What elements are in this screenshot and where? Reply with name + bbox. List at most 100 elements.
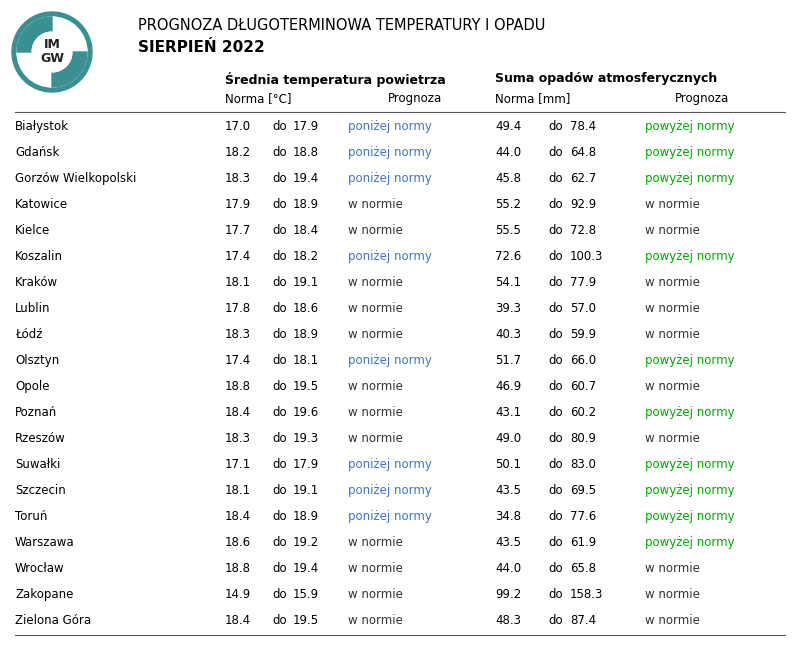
Text: 19.5: 19.5 <box>293 380 319 393</box>
Text: Zakopane: Zakopane <box>15 588 74 601</box>
Text: 18.9: 18.9 <box>293 510 319 523</box>
Text: do: do <box>548 510 562 523</box>
Text: powyżej normy: powyżej normy <box>645 354 734 367</box>
Text: 77.6: 77.6 <box>570 510 596 523</box>
Text: 19.5: 19.5 <box>293 613 319 626</box>
Text: w normie: w normie <box>348 328 403 341</box>
Text: powyżej normy: powyżej normy <box>645 406 734 419</box>
Text: 17.8: 17.8 <box>225 302 251 315</box>
Text: PROGNOZA DŁUGOTERMINOWA TEMPERATURY I OPADU: PROGNOZA DŁUGOTERMINOWA TEMPERATURY I OP… <box>138 18 546 33</box>
Text: w normie: w normie <box>348 225 403 237</box>
Text: 43.5: 43.5 <box>495 536 521 549</box>
Text: 19.1: 19.1 <box>293 276 319 289</box>
Text: Prognoza: Prognoza <box>675 92 730 105</box>
Text: Warszawa: Warszawa <box>15 536 74 549</box>
Text: 15.9: 15.9 <box>293 588 319 601</box>
Text: w normie: w normie <box>645 588 700 601</box>
Text: do: do <box>272 380 286 393</box>
Text: w normie: w normie <box>348 562 403 575</box>
Text: 59.9: 59.9 <box>570 328 596 341</box>
Text: Suma opadów atmosferycznych: Suma opadów atmosferycznych <box>495 72 718 85</box>
Text: w normie: w normie <box>645 613 700 626</box>
Text: 19.4: 19.4 <box>293 562 319 575</box>
Text: 158.3: 158.3 <box>570 588 603 601</box>
Text: do: do <box>548 406 562 419</box>
Text: do: do <box>272 302 286 315</box>
Text: 80.9: 80.9 <box>570 432 596 445</box>
Text: 17.9: 17.9 <box>293 120 319 133</box>
Text: 17.9: 17.9 <box>225 199 251 212</box>
Text: 65.8: 65.8 <box>570 562 596 575</box>
Text: 55.5: 55.5 <box>495 225 521 237</box>
Text: Lublin: Lublin <box>15 302 50 315</box>
Text: Rzeszów: Rzeszów <box>15 432 66 445</box>
Text: 60.2: 60.2 <box>570 406 596 419</box>
Text: 51.7: 51.7 <box>495 354 521 367</box>
Text: do: do <box>548 432 562 445</box>
Text: 77.9: 77.9 <box>570 276 596 289</box>
Text: powyżej normy: powyżej normy <box>645 173 734 186</box>
Text: do: do <box>272 562 286 575</box>
Text: do: do <box>548 302 562 315</box>
Text: IM: IM <box>43 38 61 51</box>
Wedge shape <box>52 52 87 87</box>
Text: 18.8: 18.8 <box>225 380 251 393</box>
Text: 18.3: 18.3 <box>225 432 251 445</box>
Text: 99.2: 99.2 <box>495 588 522 601</box>
Text: 39.3: 39.3 <box>495 302 521 315</box>
Text: 18.4: 18.4 <box>225 406 251 419</box>
Text: 62.7: 62.7 <box>570 173 596 186</box>
Text: do: do <box>548 173 562 186</box>
Text: w normie: w normie <box>645 276 700 289</box>
Text: powyżej normy: powyżej normy <box>645 146 734 159</box>
Text: 18.4: 18.4 <box>225 510 251 523</box>
Text: w normie: w normie <box>645 380 700 393</box>
Text: 46.9: 46.9 <box>495 380 522 393</box>
Text: 17.9: 17.9 <box>293 458 319 471</box>
Text: do: do <box>272 146 286 159</box>
Text: w normie: w normie <box>645 302 700 315</box>
Text: do: do <box>548 354 562 367</box>
Text: Średnia temperatura powietrza: Średnia temperatura powietrza <box>225 72 446 87</box>
Text: w normie: w normie <box>348 380 403 393</box>
Text: 18.6: 18.6 <box>293 302 319 315</box>
Text: do: do <box>272 484 286 497</box>
Text: poniżej normy: poniżej normy <box>348 250 432 263</box>
Text: 78.4: 78.4 <box>570 120 596 133</box>
Text: 14.9: 14.9 <box>225 588 251 601</box>
Text: w normie: w normie <box>348 302 403 315</box>
Text: w normie: w normie <box>348 432 403 445</box>
Text: w normie: w normie <box>645 225 700 237</box>
Text: w normie: w normie <box>348 613 403 626</box>
Text: do: do <box>548 120 562 133</box>
Text: Wrocław: Wrocław <box>15 562 65 575</box>
Text: 83.0: 83.0 <box>570 458 596 471</box>
Text: GW: GW <box>40 53 64 66</box>
Text: Zielona Góra: Zielona Góra <box>15 613 91 626</box>
Text: do: do <box>272 199 286 212</box>
Text: 44.0: 44.0 <box>495 146 521 159</box>
Text: 17.7: 17.7 <box>225 225 251 237</box>
Circle shape <box>12 12 92 92</box>
Text: Kraków: Kraków <box>15 276 58 289</box>
Text: do: do <box>548 276 562 289</box>
Text: poniżej normy: poniżej normy <box>348 458 432 471</box>
Text: 66.0: 66.0 <box>570 354 596 367</box>
Text: do: do <box>272 588 286 601</box>
Text: do: do <box>548 328 562 341</box>
Text: do: do <box>548 484 562 497</box>
Text: powyżej normy: powyżej normy <box>645 120 734 133</box>
Text: Olsztyn: Olsztyn <box>15 354 59 367</box>
Text: powyżej normy: powyżej normy <box>645 484 734 497</box>
Text: do: do <box>272 250 286 263</box>
Text: poniżej normy: poniżej normy <box>348 484 432 497</box>
Text: 72.8: 72.8 <box>570 225 596 237</box>
Text: w normie: w normie <box>645 432 700 445</box>
Text: w normie: w normie <box>645 562 700 575</box>
Text: do: do <box>272 354 286 367</box>
Text: Gorzów Wielkopolski: Gorzów Wielkopolski <box>15 173 136 186</box>
Text: do: do <box>548 380 562 393</box>
Text: 61.9: 61.9 <box>570 536 596 549</box>
Text: powyżej normy: powyżej normy <box>645 510 734 523</box>
Text: powyżej normy: powyżej normy <box>645 250 734 263</box>
